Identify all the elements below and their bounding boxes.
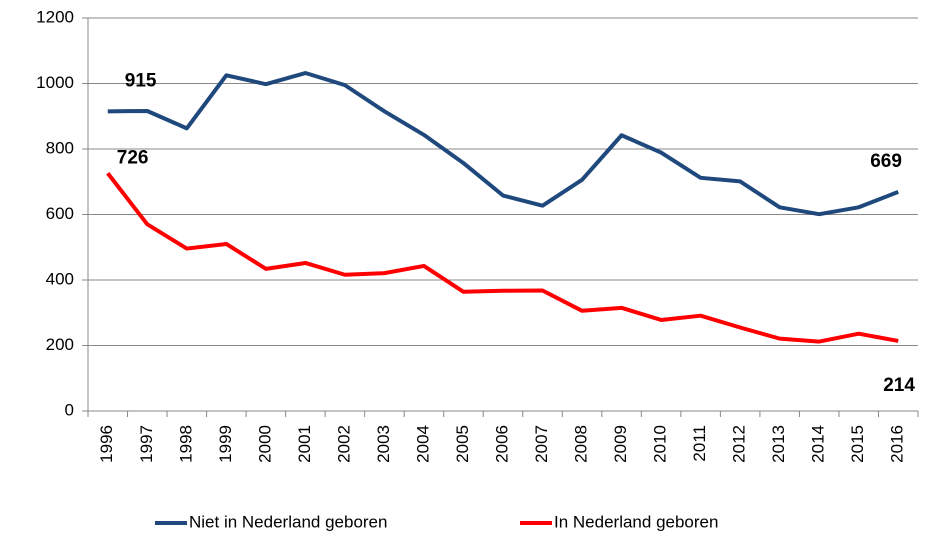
y-tick-label: 1200 [36, 7, 74, 26]
y-tick-label: 400 [46, 269, 74, 288]
x-tick-label: 2000 [255, 425, 274, 463]
x-tick-label: 2005 [453, 425, 472, 463]
y-tick-label: 1000 [36, 73, 74, 92]
y-tick-label: 200 [46, 335, 74, 354]
line-series [107, 71, 899, 217]
data-label: 214 [883, 375, 915, 396]
x-tick-label: 2016 [888, 425, 907, 463]
legend-label: Niet in Nederland geboren [189, 512, 387, 531]
x-tick-label: 2001 [295, 425, 314, 463]
legend-label: In Nederland geboren [554, 512, 718, 531]
data-label: 915 [125, 70, 157, 91]
x-tick-label: 1998 [176, 425, 195, 463]
x-tick-label: 2002 [334, 425, 353, 463]
x-tick-label: 2012 [730, 425, 749, 463]
x-tick-label: 2007 [532, 425, 551, 463]
x-tick-label: 1997 [137, 425, 156, 463]
x-tick-label: 2014 [809, 425, 828, 463]
x-tick-label: 2015 [848, 425, 867, 463]
data-label: 669 [870, 151, 902, 172]
x-tick-label: 2008 [572, 425, 591, 463]
x-tick-label: 1999 [216, 425, 235, 463]
x-tick-label: 2009 [611, 425, 630, 463]
x-tick-label: 2004 [413, 425, 432, 463]
x-tick-label: 2011 [690, 425, 709, 462]
data-label: 726 [117, 147, 149, 168]
y-tick-label: 800 [46, 138, 74, 157]
x-tick-label: 2010 [651, 425, 670, 463]
line-series [106, 172, 899, 344]
x-tick-label: 2013 [769, 425, 788, 463]
x-tick-label: 2006 [492, 425, 511, 463]
y-tick-label: 600 [46, 204, 74, 223]
x-tick-label: 1996 [97, 425, 116, 463]
y-tick-label: 0 [65, 400, 74, 419]
x-tick-label: 2003 [374, 425, 393, 463]
